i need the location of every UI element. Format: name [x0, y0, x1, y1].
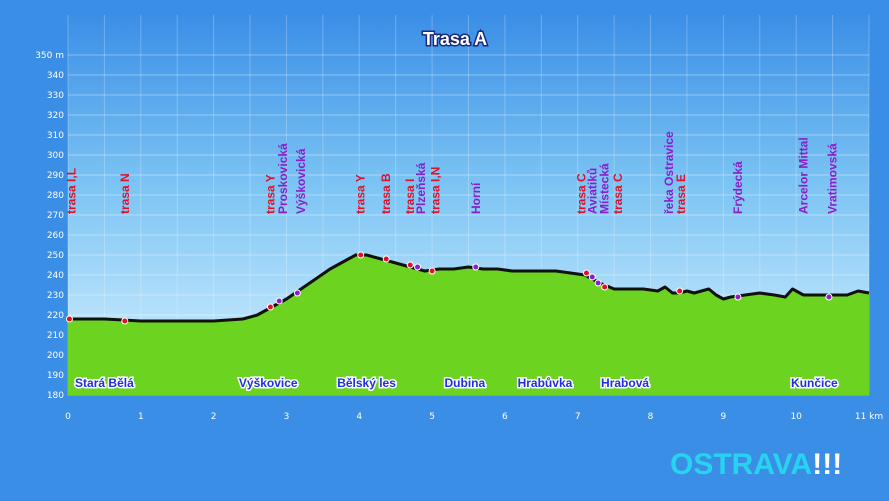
stop-marker	[293, 289, 301, 297]
x-tick-label: 1	[138, 412, 144, 422]
stop-label: Vratimovská	[826, 143, 840, 214]
x-tick-label: 10	[790, 412, 802, 422]
stop-label: Plzeňská	[414, 162, 428, 214]
stop-marker	[275, 297, 283, 305]
stop-marker	[65, 315, 73, 323]
y-tick-label: 310	[47, 131, 64, 141]
place-labels: Stará Bělá Výškovice Bělský les Dubina Hrabů…	[74, 375, 840, 392]
stop-label: Frýdecká	[731, 161, 745, 214]
stop-label: Proskovická	[276, 143, 290, 214]
y-tick-label: 270	[47, 211, 64, 221]
stop-label: trasa Y	[263, 174, 277, 214]
place-label: Hrabová	[601, 376, 649, 390]
x-tick-label: 2	[211, 412, 217, 422]
place-label: Dubina	[445, 376, 486, 390]
place-label: Bělský les	[337, 376, 396, 390]
y-axis-ticks: 180 190 200 210 220 230 240 250 260 270 280 290 300 3…	[35, 51, 64, 401]
stop-label: trasa I,N	[429, 167, 443, 214]
stop-marker	[582, 269, 590, 277]
stop-marker	[472, 263, 480, 271]
y-tick-label: 180	[47, 391, 64, 401]
x-tick-label: 9	[720, 412, 726, 422]
place-label: Kunčice	[791, 376, 838, 390]
stop-marker	[428, 267, 436, 275]
stop-label: Místecká	[598, 163, 612, 214]
stop-label: Horní	[469, 182, 483, 214]
stop-marker	[601, 283, 609, 291]
y-tick-label: 190	[47, 371, 64, 381]
y-tick-label: 210	[47, 331, 64, 341]
y-tick-label: 230	[47, 291, 64, 301]
y-tick-label: 250	[47, 251, 64, 261]
stop-markers	[65, 251, 833, 325]
place-label: Stará Bělá	[75, 376, 134, 390]
stop-label: trasa B	[379, 173, 393, 214]
y-tick-label: 320	[47, 111, 64, 121]
place-label: Hrabůvka	[518, 376, 573, 390]
x-tick-label: 0	[65, 412, 71, 422]
stop-marker	[588, 273, 596, 281]
x-tick-label: 8	[648, 412, 654, 422]
x-axis-ticks: 0 1 2 3 4 5 6 7 8 9 10 11 km	[65, 412, 883, 422]
stop-marker	[266, 303, 274, 311]
profile-area	[68, 253, 870, 395]
x-tick-label: 6	[502, 412, 508, 422]
elevation-line	[68, 253, 870, 323]
stop-label: trasa C	[611, 173, 625, 214]
ostrava-logo: OSTRAVA!!!	[670, 448, 842, 481]
y-tick-label: 200	[47, 351, 64, 361]
place-label: Výškovice	[239, 376, 298, 390]
stop-label: řeka Ostravice	[662, 131, 676, 214]
y-tick-label: 330	[47, 91, 64, 101]
stop-marker	[414, 263, 422, 271]
stop-label: trasa C	[574, 173, 588, 214]
y-tick-label: 340	[47, 71, 64, 81]
y-tick-label: 260	[47, 231, 64, 241]
y-tick-label: 290	[47, 171, 64, 181]
stop-marker	[382, 255, 390, 263]
stop-marker	[357, 251, 365, 259]
y-tick-label: 280	[47, 191, 64, 201]
x-tick-label: 5	[429, 412, 435, 422]
logo-word: OSTRAVA	[670, 448, 812, 481]
y-tick-label: 350 m	[35, 51, 64, 61]
stop-label: Aviatiků	[585, 168, 599, 214]
stop-label: trasa I	[403, 179, 417, 214]
y-tick-label: 300	[47, 151, 64, 161]
x-tick-label: 3	[284, 412, 290, 422]
stop-marker	[676, 287, 684, 295]
stop-label: trasa N	[118, 173, 132, 214]
stop-marker	[121, 317, 129, 325]
x-tick-label: 11 km	[855, 412, 883, 422]
y-tick-label: 220	[47, 311, 64, 321]
y-tick-label: 240	[47, 271, 64, 281]
stop-marker	[594, 279, 602, 287]
x-tick-label: 7	[575, 412, 581, 422]
x-tick-label: 4	[356, 412, 362, 422]
logo-exclaim: !!!	[812, 448, 842, 481]
chart-title: Trasa A	[423, 29, 487, 49]
stop-marker	[734, 293, 742, 301]
stop-label: trasa E	[674, 174, 688, 214]
stop-label: trasa Y	[354, 174, 368, 214]
stop-marker	[406, 261, 414, 269]
stop-label: trasa I,L	[65, 168, 79, 214]
stop-label: Arcelor Mittal	[796, 137, 810, 214]
stop-label: Výškovická	[294, 148, 308, 214]
stop-marker	[825, 293, 833, 301]
